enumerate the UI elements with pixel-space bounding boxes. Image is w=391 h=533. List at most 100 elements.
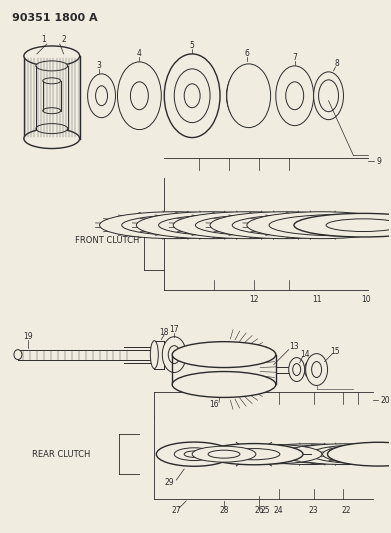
Text: 12: 12 [249,295,258,304]
Text: 2: 2 [61,35,66,44]
Text: FRONT CLUTCH: FRONT CLUTCH [75,236,139,245]
Ellipse shape [226,69,264,123]
Ellipse shape [150,341,158,368]
Ellipse shape [210,212,359,239]
Ellipse shape [328,442,391,466]
Ellipse shape [172,372,276,398]
Text: 23: 23 [309,506,318,515]
Text: 22: 22 [342,506,351,515]
Ellipse shape [251,444,366,465]
Text: 5: 5 [190,42,195,51]
Text: 90351 1800 A: 90351 1800 A [12,13,98,23]
Ellipse shape [277,217,366,233]
Ellipse shape [205,443,303,465]
Text: 11: 11 [312,295,321,304]
Ellipse shape [227,64,271,127]
Ellipse shape [227,67,267,125]
Ellipse shape [122,215,264,236]
Ellipse shape [117,62,161,130]
Text: 3: 3 [96,61,101,70]
Ellipse shape [168,346,180,364]
Ellipse shape [286,82,304,110]
Text: 25: 25 [260,506,270,515]
Text: 15: 15 [330,347,339,356]
Ellipse shape [323,444,391,465]
Ellipse shape [95,86,108,106]
Ellipse shape [224,445,322,464]
Ellipse shape [346,445,391,464]
Text: 10: 10 [362,295,371,304]
Ellipse shape [319,80,339,112]
Ellipse shape [184,451,204,457]
Ellipse shape [136,212,286,239]
Ellipse shape [174,69,210,123]
Ellipse shape [172,342,276,368]
Text: 26: 26 [254,506,264,515]
Ellipse shape [208,450,240,458]
Ellipse shape [184,84,200,108]
Ellipse shape [240,217,330,233]
Ellipse shape [306,353,328,385]
Ellipse shape [164,54,220,138]
Ellipse shape [158,215,300,236]
Ellipse shape [294,213,391,237]
Ellipse shape [274,445,378,464]
Ellipse shape [326,219,391,231]
Ellipse shape [382,445,391,464]
Ellipse shape [203,217,293,233]
Text: 27: 27 [171,506,181,515]
Ellipse shape [174,448,214,461]
Ellipse shape [14,350,22,360]
Text: 7: 7 [292,53,297,62]
Text: REAR CLUTCH: REAR CLUTCH [32,450,90,459]
Ellipse shape [310,445,391,464]
Text: 16: 16 [209,400,219,409]
Ellipse shape [88,74,115,118]
Text: 9: 9 [377,157,381,166]
Ellipse shape [228,449,280,460]
Text: 29: 29 [165,478,174,487]
Text: 28: 28 [219,506,229,515]
Ellipse shape [289,358,305,382]
Ellipse shape [287,444,391,465]
Ellipse shape [312,361,321,377]
Ellipse shape [196,215,337,236]
Text: 4: 4 [137,50,142,59]
Ellipse shape [24,128,80,149]
Ellipse shape [384,448,391,460]
Ellipse shape [269,215,391,236]
Ellipse shape [100,212,249,239]
Text: 17: 17 [169,325,179,334]
Text: 20: 20 [380,396,390,405]
Ellipse shape [359,444,391,465]
Ellipse shape [129,217,219,233]
Text: 24: 24 [274,506,283,515]
Ellipse shape [43,78,61,84]
Text: 21: 21 [380,443,390,451]
Ellipse shape [232,215,374,236]
Ellipse shape [247,212,391,239]
Ellipse shape [162,337,186,373]
Ellipse shape [348,448,391,460]
Ellipse shape [36,124,68,134]
Text: 14: 14 [300,350,309,359]
Ellipse shape [131,82,148,110]
Ellipse shape [156,442,232,466]
Ellipse shape [43,108,61,114]
Ellipse shape [24,46,80,66]
Text: 18: 18 [160,328,169,337]
Ellipse shape [293,364,301,376]
Ellipse shape [276,66,314,126]
Text: 13: 13 [289,342,298,351]
Ellipse shape [192,446,256,462]
Ellipse shape [314,72,343,119]
Ellipse shape [313,448,376,460]
Text: 1: 1 [41,35,46,44]
Text: 6: 6 [244,50,249,59]
Ellipse shape [173,212,323,239]
Ellipse shape [36,61,68,71]
Ellipse shape [277,448,341,460]
Ellipse shape [305,361,313,377]
Text: 8: 8 [334,59,339,68]
Text: 19: 19 [23,332,33,341]
